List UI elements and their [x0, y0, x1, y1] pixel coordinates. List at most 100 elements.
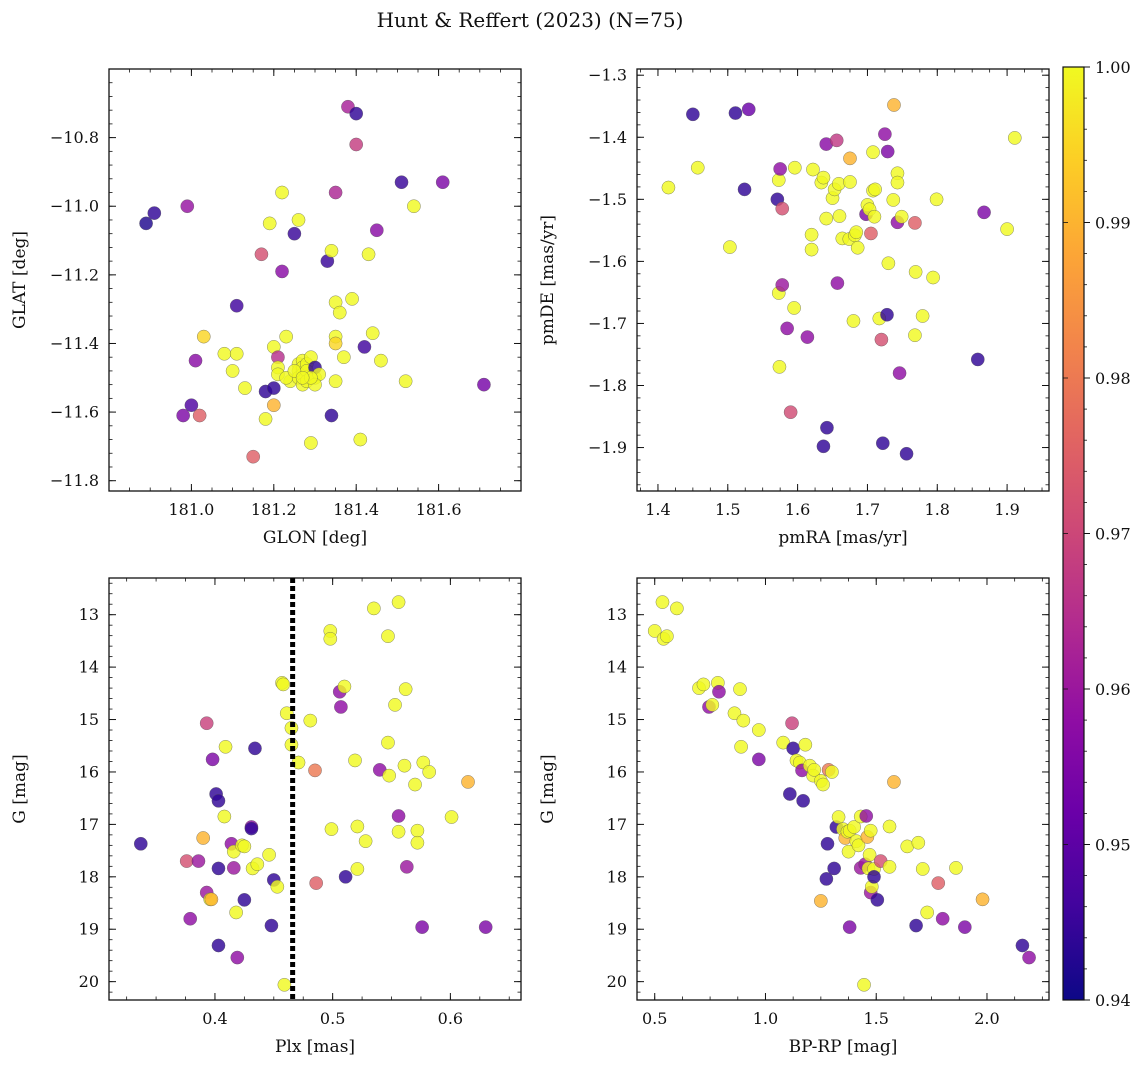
scatter-point	[262, 848, 276, 862]
scatter-point	[783, 787, 797, 801]
scatter-point	[804, 242, 819, 257]
scatter-point	[328, 185, 343, 200]
y-axis-label: GLAT [deg]	[10, 231, 30, 329]
scatter-point	[275, 264, 289, 279]
scatter-point	[890, 175, 905, 190]
scatter-point	[829, 133, 844, 148]
scatter-point	[477, 377, 491, 392]
scatter-point	[183, 911, 197, 926]
scatter-point	[277, 978, 292, 992]
scatter-point	[827, 861, 841, 876]
y-tick-label: 16	[607, 762, 627, 781]
scatter-point	[804, 227, 819, 242]
x-axis-label: GLON [deg]	[263, 528, 367, 548]
scatter-point	[876, 436, 890, 450]
scatter-point	[229, 905, 243, 920]
scatter-point	[279, 329, 293, 344]
scatter-point	[866, 145, 880, 159]
scatter-points	[647, 595, 1036, 992]
scatter-point	[977, 205, 991, 220]
scatter-point	[920, 905, 934, 920]
x-tick-label: 1.0	[753, 1009, 778, 1028]
y-tick-label: 19	[79, 920, 99, 939]
scatter-point	[728, 106, 743, 120]
scatter-point	[908, 265, 923, 279]
scatter-point	[328, 374, 343, 388]
scatter-point	[929, 192, 944, 207]
scatter-point	[309, 876, 323, 890]
scatter-point	[324, 408, 339, 423]
scatter-point	[741, 102, 756, 117]
scatter-point	[1015, 938, 1030, 953]
scatter-point	[408, 777, 422, 792]
y-axis-label: G [mag]	[10, 754, 30, 823]
y-tick-label: 13	[79, 605, 99, 624]
scatter-point	[841, 844, 856, 859]
scatter-point	[238, 381, 252, 395]
scatter-point	[832, 209, 847, 223]
scatter-point	[970, 352, 985, 367]
y-tick-label: 14	[607, 658, 627, 677]
scatter-point	[1000, 222, 1014, 236]
y-axis-label: pmDE [mas/yr]	[538, 215, 558, 345]
scatter-point	[237, 839, 252, 854]
y-tick-label: −1.4	[588, 128, 627, 147]
scatter-point	[868, 182, 882, 197]
x-tick-label: 1.5	[715, 500, 740, 519]
y-axis-label: G [mag]	[538, 754, 558, 823]
scatter-point	[267, 381, 281, 395]
scatter-point	[820, 837, 835, 851]
scatter-point	[796, 794, 810, 808]
scatter-point	[394, 175, 409, 189]
scatter-point	[874, 332, 889, 347]
scatter-point	[367, 601, 381, 616]
scatter-point	[179, 854, 194, 868]
y-tick-label: 17	[607, 815, 627, 834]
scatter-point	[859, 809, 874, 823]
scatter-point	[786, 741, 800, 756]
scatter-point	[816, 170, 831, 185]
scatter-point	[248, 741, 262, 756]
scatter-point	[196, 329, 211, 344]
y-tick-label: −1.6	[588, 252, 627, 271]
scatter-point	[926, 270, 940, 285]
y-tick-label: −11.6	[50, 403, 99, 422]
plot-frame	[108, 577, 522, 1001]
y-tick-label: −1.7	[588, 314, 627, 333]
scatter-point	[358, 834, 373, 848]
scatter-point	[908, 328, 922, 343]
scatter-point	[975, 892, 990, 907]
y-tick-label: −1.8	[588, 376, 627, 395]
scatter-point	[847, 820, 861, 834]
scatter-point	[831, 810, 846, 824]
scatter-point	[846, 314, 861, 328]
scatter-point	[361, 247, 376, 262]
scatter-point	[712, 684, 726, 699]
scatter-point	[217, 809, 232, 824]
scatter-point	[250, 857, 265, 872]
x-tick-label: 1.9	[994, 500, 1019, 519]
y-tick-label: −11.8	[50, 471, 99, 490]
scatter-point	[816, 439, 831, 454]
colorbar-tick-label: 0.97	[1095, 525, 1131, 544]
scatter-point	[785, 716, 799, 730]
panel-bprp-g: 0.5 1.0 1.5 2.0 13 14 15 16 17 18 19 20 BP-RP [mag] G…	[538, 577, 1050, 1057]
scatter-point	[225, 364, 240, 378]
scatter-point	[332, 305, 347, 320]
scatter-point	[949, 861, 963, 875]
x-tick-label: 0.5	[320, 1009, 345, 1028]
scatter-point	[328, 336, 343, 351]
scatter-point	[338, 870, 353, 884]
colorbar-tick-label: 0.96	[1095, 680, 1131, 699]
scatter-point	[264, 918, 279, 933]
scatter-point	[218, 740, 233, 754]
scatter-point	[660, 629, 674, 643]
scatter-point	[391, 824, 406, 839]
scatter-point	[323, 632, 338, 646]
scatter-point	[881, 256, 896, 271]
scatter-point	[863, 823, 878, 838]
scatter-point	[391, 809, 406, 823]
scatter-point	[388, 698, 402, 712]
scatter-point	[931, 876, 946, 890]
